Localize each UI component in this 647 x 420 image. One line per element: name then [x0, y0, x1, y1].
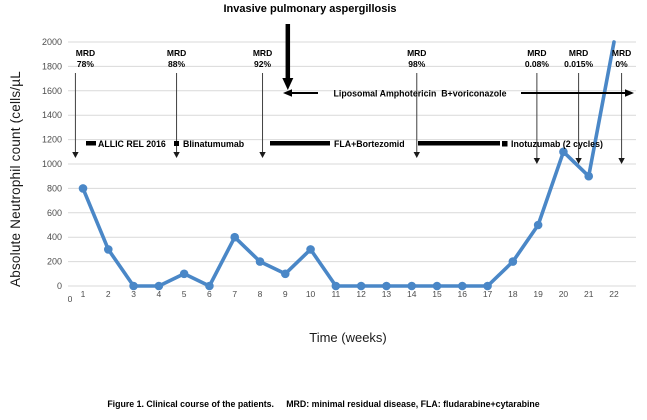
- x-tick-label: 7: [232, 289, 237, 299]
- data-point-marker: [584, 171, 594, 181]
- data-point-marker: [356, 281, 366, 291]
- data-point-marker: [230, 232, 240, 242]
- y-tick-label: 200: [47, 257, 62, 267]
- treatment-marker: [174, 141, 179, 146]
- mrd-label: MRD: [612, 48, 631, 58]
- mrd-label: MRD: [167, 48, 186, 58]
- data-point-marker: [559, 147, 568, 157]
- treatment-label: FLA+Bortezomid: [334, 139, 405, 149]
- mrd-arrow-head: [413, 152, 420, 158]
- treatment-bar: [418, 141, 500, 146]
- x-tick-label: 16: [458, 289, 468, 299]
- x-tick-label: 12: [356, 289, 366, 299]
- data-point-marker: [407, 281, 417, 291]
- x-tick-label: 0: [68, 294, 73, 304]
- event-annotation-title: Invasive pulmonary aspergillosis: [223, 3, 397, 15]
- y-tick-label: 1800: [42, 61, 62, 71]
- neutrophil-line: [81, 40, 616, 288]
- data-point-marker: [154, 281, 164, 291]
- y-tick-label: 1000: [42, 159, 62, 169]
- event-arrow-head: [282, 78, 294, 90]
- mrd-value: 78%: [77, 59, 94, 69]
- mrd-label: MRD: [569, 48, 588, 58]
- mrd-arrow-head: [618, 158, 625, 164]
- data-point-marker: [179, 269, 189, 279]
- data-point-marker: [483, 281, 492, 291]
- y-tick-label: 0: [57, 281, 62, 291]
- x-tick-label: 3: [131, 289, 136, 299]
- mrd-label: MRD: [253, 48, 272, 58]
- mrd-value: 0.015%: [564, 59, 593, 69]
- mrd-value: 88%: [168, 59, 185, 69]
- antifungal-right-arrow-head: [625, 89, 634, 97]
- x-tick-label: 8: [258, 289, 263, 299]
- x-tick-label: 20: [559, 289, 569, 299]
- mrd-arrow-head: [173, 152, 180, 158]
- mrd-value: 98%: [408, 59, 425, 69]
- x-tick-label: 17: [483, 289, 493, 299]
- mrd-arrow-head: [575, 158, 582, 164]
- y-tick-label: 2000: [42, 37, 62, 47]
- mrd-arrow-head: [259, 152, 266, 158]
- data-point-marker: [255, 257, 265, 266]
- data-point-marker: [205, 281, 214, 291]
- x-tick-label: 6: [207, 289, 212, 299]
- figure-caption: Figure 1. Clinical course of the patient…: [107, 399, 540, 409]
- antifungal-left-arrow-head: [283, 89, 292, 97]
- x-tick-label: 5: [182, 289, 187, 299]
- mrd-label: MRD: [407, 48, 426, 58]
- x-tick-label: 15: [432, 289, 442, 299]
- x-tick-label: 13: [382, 289, 392, 299]
- mrd-value: 0%: [615, 59, 628, 69]
- x-tick-label: 9: [283, 289, 288, 299]
- data-point-marker: [129, 281, 138, 291]
- data-point-marker: [432, 281, 442, 291]
- x-axis-title: Time (weeks): [309, 330, 387, 345]
- antifungal-label: Liposomal Amphotericin B+voriconazole: [334, 89, 507, 99]
- treatment-label: Blinatumumab: [183, 139, 245, 149]
- x-tick-label: 14: [407, 289, 417, 299]
- data-point-marker: [533, 220, 543, 230]
- treatment-label: Inotuzumab (2 cycles): [511, 139, 603, 149]
- treatment-bar: [270, 141, 330, 146]
- data-point-marker: [78, 184, 88, 193]
- x-tick-label: 21: [584, 289, 594, 299]
- mrd-value: 0.08%: [525, 59, 550, 69]
- mrd-arrow-head: [533, 158, 541, 164]
- y-tick-label: 600: [47, 208, 62, 218]
- data-point-marker: [508, 257, 518, 266]
- data-point-marker: [103, 245, 113, 254]
- x-tick-label: 11: [331, 289, 340, 299]
- y-tick-label: 1200: [42, 135, 62, 145]
- x-tick-label: 1: [81, 289, 86, 299]
- x-tick-label: 22: [609, 289, 619, 299]
- x-tick-label: 10: [306, 289, 316, 299]
- y-tick-label: 1400: [42, 110, 62, 120]
- data-point-marker: [382, 281, 391, 291]
- y-tick-label: 800: [47, 183, 62, 193]
- mrd-value: 92%: [254, 59, 271, 69]
- y-tick-label: 400: [47, 232, 62, 242]
- treatment-bar: [86, 141, 96, 146]
- mrd-arrow-head: [72, 152, 79, 158]
- data-point-marker: [331, 281, 341, 291]
- x-tick-label: 19: [533, 289, 543, 299]
- data-point-marker: [280, 269, 290, 279]
- treatment-marker: [502, 141, 508, 147]
- x-tick-label: 18: [508, 289, 518, 299]
- x-tick-label: 4: [156, 289, 161, 299]
- data-point-marker: [306, 245, 315, 254]
- mrd-label: MRD: [527, 48, 546, 58]
- x-tick-label: 2: [106, 289, 111, 299]
- mrd-label: MRD: [76, 48, 95, 58]
- data-point-marker: [457, 281, 467, 291]
- treatment-label: ALLIC REL 2016: [98, 139, 166, 149]
- y-tick-label: 1600: [42, 86, 62, 96]
